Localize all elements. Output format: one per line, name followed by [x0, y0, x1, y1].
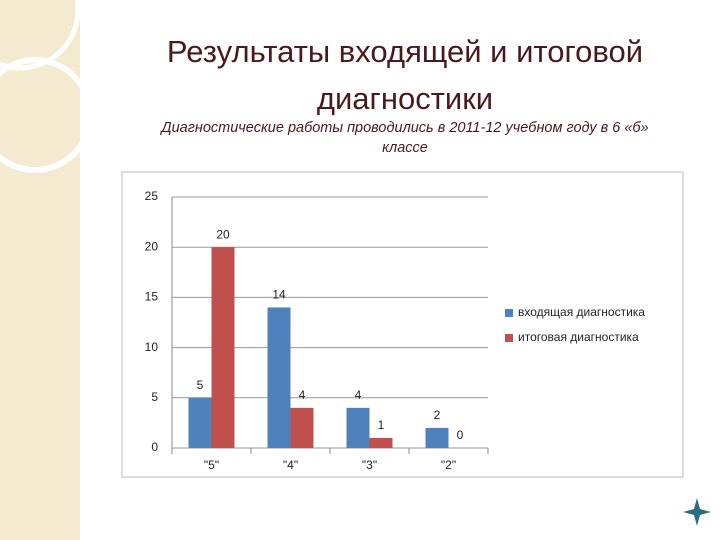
x-tick-label: "3": [362, 458, 377, 472]
chart-subtitle: Диагностические работы проводились в 201…: [161, 120, 649, 156]
decor-circle: [0, 57, 93, 173]
legend-label: итоговая диагностика: [518, 330, 639, 344]
y-tick-label: 20: [145, 239, 159, 253]
bar: [425, 427, 449, 448]
data-label: 20: [216, 227, 230, 241]
nav-star[interactable]: [683, 498, 711, 526]
y-tick-label: 25: [145, 189, 159, 203]
legend-swatch: [505, 334, 513, 342]
bar: [369, 437, 393, 448]
y-tick-label: 0: [151, 440, 158, 454]
y-tick-label: 10: [145, 340, 159, 354]
data-label: 5: [197, 378, 204, 392]
y-tick-label: 15: [145, 290, 159, 304]
y-tick-label: 5: [151, 390, 158, 404]
bar: [267, 307, 291, 448]
x-tick-label: "4": [283, 458, 298, 472]
decor-circle: [0, 0, 81, 71]
legend-label: входящая диагностика: [518, 305, 645, 319]
chart-title: Результаты входящей и итоговой диагности…: [166, 34, 644, 116]
bar: [211, 247, 235, 448]
legend-swatch: [505, 309, 513, 317]
bar: [346, 407, 370, 448]
x-tick-label: "2": [441, 458, 456, 472]
data-label: 2: [434, 408, 441, 422]
data-label: 4: [355, 388, 362, 402]
bar: [290, 407, 314, 448]
data-label: 0: [457, 428, 464, 442]
data-label: 4: [299, 388, 306, 402]
data-label: 14: [272, 288, 286, 302]
side-strip: [0, 0, 80, 540]
bar: [188, 397, 212, 448]
x-tick-label: "5": [204, 458, 219, 472]
data-label: 1: [378, 418, 385, 432]
